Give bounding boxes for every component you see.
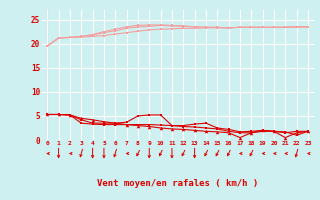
Text: Vent moyen/en rafales ( km/h ): Vent moyen/en rafales ( km/h ) xyxy=(97,180,258,188)
